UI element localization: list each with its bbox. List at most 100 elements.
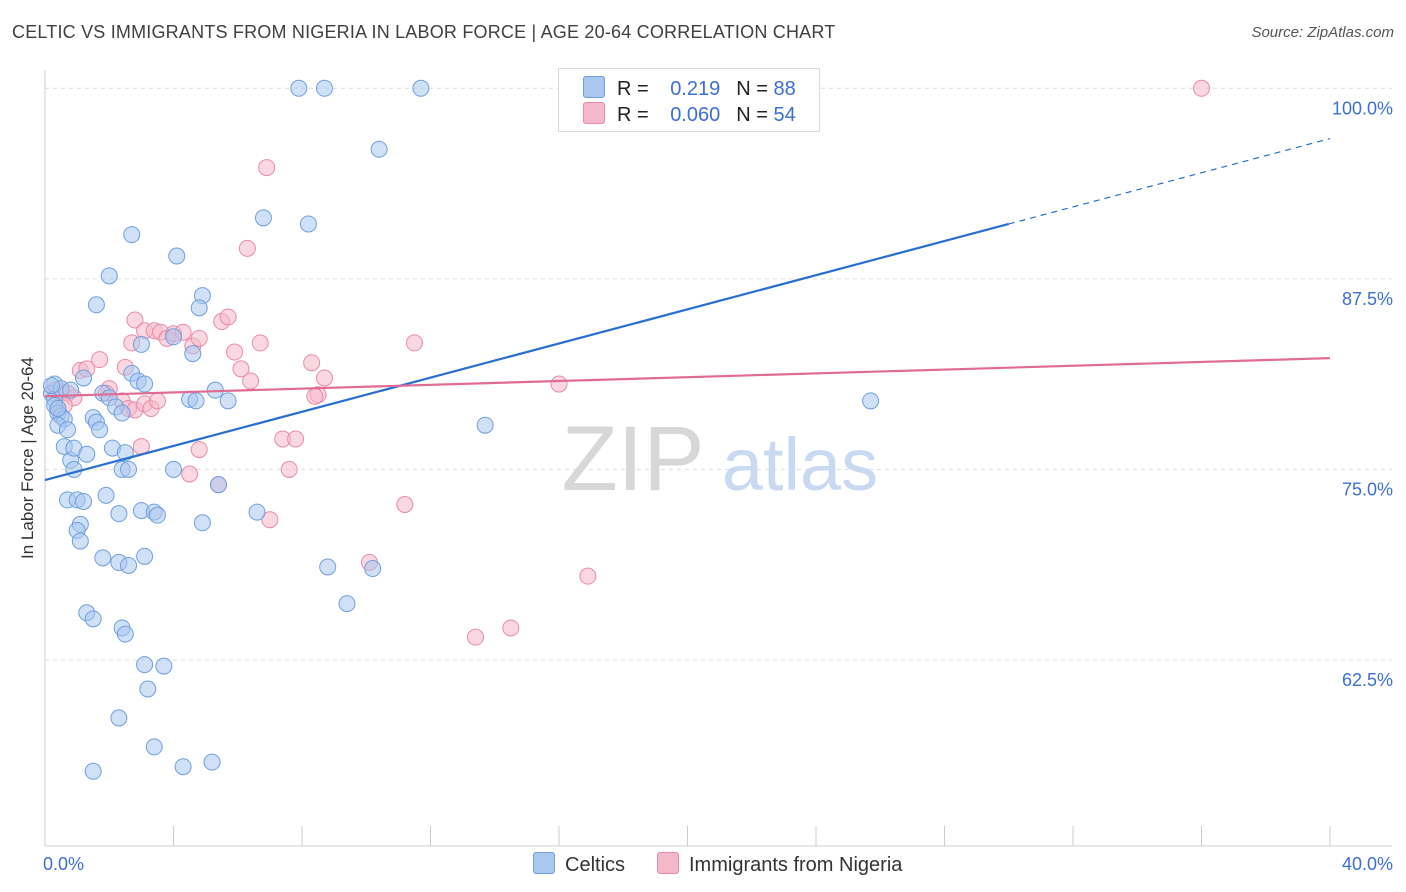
nigeria-point — [579, 567, 597, 585]
celtics-swatch — [583, 76, 605, 98]
celtics-trend-extension — [1008, 138, 1331, 225]
legend-r-label: R = — [617, 104, 649, 126]
nigeria-point — [280, 460, 298, 478]
celtics-point — [71, 532, 89, 550]
celtics-point — [165, 328, 182, 346]
nigeria-point — [287, 430, 305, 448]
nigeria-r-value: 0.060 — [670, 104, 721, 126]
celtics-point — [136, 656, 154, 674]
nigeria-point — [502, 619, 520, 637]
y-tick-label: 100.0% — [1332, 98, 1393, 118]
celtics-point — [110, 709, 128, 727]
celtics-point — [94, 549, 112, 567]
celtics-point — [248, 503, 266, 521]
celtics-point — [145, 738, 163, 756]
celtics-point — [116, 625, 134, 643]
celtics-point — [184, 345, 202, 363]
nigeria-swatch — [583, 102, 605, 124]
nigeria-point — [303, 354, 321, 372]
celtics-point — [91, 421, 109, 439]
nigeria-n-value: 54 — [773, 104, 796, 126]
celtics-point — [136, 547, 154, 565]
nigeria-swatch — [657, 852, 679, 874]
celtics-point — [187, 392, 205, 410]
legend-r-label: R = — [617, 78, 649, 100]
celtics-point — [168, 247, 186, 265]
celtics-point — [75, 492, 93, 510]
celtics-point — [338, 595, 356, 613]
chart-title: CELTIC VS IMMIGRANTS FROM NIGERIA IN LAB… — [12, 22, 836, 42]
tick-label-layer: 100.0% 87.5% 75.0% 62.5% 0.0% 40.0% — [43, 98, 1393, 874]
celtics-n-value: 88 — [773, 78, 796, 100]
nigeria-point — [238, 239, 256, 257]
correlation-legend: R = 0.219 N = 88 R = 0.060 N = 54 — [558, 68, 820, 132]
x-tick-label: 40.0% — [1342, 854, 1393, 874]
legend-n-label: N = — [736, 104, 768, 126]
nigeria-point — [550, 375, 568, 393]
nigeria-point — [396, 495, 414, 513]
nigeria-point — [1193, 79, 1210, 97]
celtics-point — [100, 267, 118, 285]
nigeria-point — [190, 329, 208, 347]
nigeria-point — [466, 628, 484, 646]
celtics-point — [132, 335, 150, 353]
celtics-point — [319, 558, 337, 576]
y-tick-label: 62.5% — [1342, 670, 1393, 690]
celtics-point — [113, 404, 131, 422]
celtics-point — [58, 421, 76, 439]
y-tick-label: 75.0% — [1342, 479, 1393, 499]
nigeria-point — [315, 369, 333, 387]
celtics-point — [155, 657, 173, 675]
celtics-point — [84, 610, 102, 628]
nigeria-point — [148, 392, 166, 410]
celtics-point — [174, 758, 192, 776]
celtics-point — [78, 445, 96, 463]
celtics-point — [254, 209, 272, 227]
legend-row-nigeria: R = 0.060 N = 54 — [583, 102, 796, 128]
celtics-point — [84, 762, 102, 780]
celtics-point — [165, 460, 182, 478]
celtics-point — [862, 392, 880, 410]
nigeria-point — [226, 343, 244, 361]
watermark: ZIP atlas — [561, 408, 878, 510]
celtics-point — [364, 560, 382, 578]
celtics-point — [219, 392, 237, 410]
nigeria-point — [219, 308, 237, 326]
celtics-point — [209, 476, 227, 494]
nigeria-point — [126, 311, 144, 329]
celtics-point — [75, 369, 93, 387]
nigeria-point — [190, 441, 208, 459]
celtics-point — [62, 381, 80, 399]
celtics-point — [120, 460, 138, 478]
nigeria-legend-label: Immigrants from Nigeria — [689, 854, 903, 876]
celtics-point — [49, 399, 67, 417]
axis-layer — [44, 70, 1392, 847]
bottom-legend-nigeria: Immigrants from Nigeria — [657, 852, 902, 877]
source-attribution: Source: ZipAtlas.com — [1251, 24, 1394, 41]
nigeria-point — [261, 511, 279, 529]
celtics-point — [120, 556, 138, 574]
celtics-point — [148, 506, 166, 524]
nigeria-point — [232, 360, 250, 378]
celtics-point — [290, 79, 308, 97]
legend-row-celtics: R = 0.219 N = 88 — [583, 76, 796, 102]
legend-n-label: N = — [736, 78, 768, 100]
celtics-point — [412, 79, 430, 97]
nigeria-point — [251, 334, 269, 352]
celtics-point — [193, 514, 211, 532]
celtics-point — [139, 680, 157, 698]
nigeria-point — [181, 465, 199, 483]
celtics-point — [476, 416, 494, 434]
series-nigeria — [46, 79, 1210, 646]
nigeria-point — [405, 334, 423, 352]
x-tick-label: 0.0% — [43, 854, 84, 874]
nigeria-trend-line — [44, 357, 1331, 398]
bottom-legend-celtics: Celtics — [533, 852, 625, 877]
y-tick-label: 87.5% — [1342, 289, 1393, 309]
trend-layer — [44, 138, 1331, 482]
celtics-point — [370, 140, 388, 158]
celtics-point — [315, 79, 333, 97]
celtics-point — [190, 299, 208, 317]
celtics-point — [87, 296, 105, 314]
